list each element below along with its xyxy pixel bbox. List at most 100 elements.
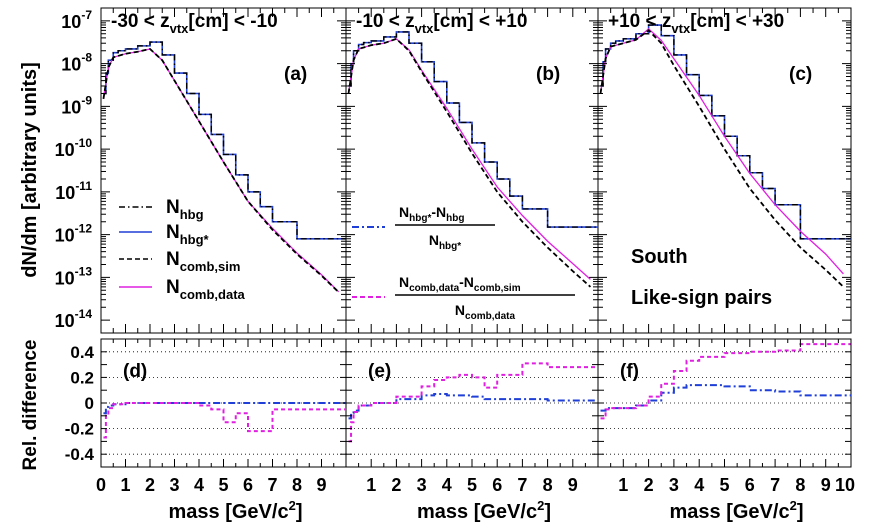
ratio-line <box>600 384 851 412</box>
x-axis-label-close: ] <box>296 501 303 523</box>
legend-sub: hbg* <box>409 213 431 224</box>
x-tick-label: 2 <box>145 475 155 495</box>
x-tick-label: 1 <box>618 475 628 495</box>
legend-sub: comb,sim <box>474 283 521 294</box>
legend-denominator: Ncomb,data <box>455 302 516 322</box>
y-tick-base: 10 <box>55 268 75 288</box>
x-tick-label: 6 <box>243 475 253 495</box>
x-tick-label: 0 <box>96 475 106 495</box>
ratio-line <box>103 402 346 439</box>
x-tick-label: 4 <box>694 475 704 495</box>
y-tick-exp: -12 <box>75 222 93 236</box>
y-tick-label: 10-8 <box>61 51 92 75</box>
y-tick-label: -0.2 <box>65 420 94 439</box>
series-line <box>347 37 592 288</box>
series-line <box>103 41 346 240</box>
y-tick-label: 10-13 <box>55 264 93 288</box>
panel-letter: (e) <box>368 361 391 382</box>
legend-sub: hbg <box>180 207 204 222</box>
x-tick-label: 8 <box>543 475 553 495</box>
panel-title-part: [cm] < +30 <box>690 11 784 32</box>
series-line <box>348 31 598 228</box>
x-tick-label: 3 <box>669 475 679 495</box>
y-tick-label: -0.4 <box>65 445 95 464</box>
panel-title: +10 < zvtx[cm] < +30 <box>608 11 784 36</box>
y-tick-exp: -8 <box>81 51 92 65</box>
y-tick-base: 10 <box>55 311 75 331</box>
x-axis-label-close: ] <box>797 501 804 523</box>
x-axis-label: mass [GeV/c2] <box>417 498 551 523</box>
x-tick-label: 3 <box>417 475 427 495</box>
x-tick-label: 8 <box>292 475 302 495</box>
y-tick-label: 10-11 <box>55 179 92 203</box>
legend-sub: comb,sim <box>180 259 241 274</box>
y-tick-base: 10 <box>61 12 81 32</box>
x-tick-label: 6 <box>492 475 502 495</box>
y-tick-label: 0.4 <box>70 343 94 362</box>
ratio-line <box>600 343 851 420</box>
series-line <box>102 48 340 293</box>
x-tick-label: 2 <box>391 475 401 495</box>
ratio-line <box>348 362 598 443</box>
x-tick-label: 9 <box>316 475 326 495</box>
y-tick-base: 10 <box>55 226 75 246</box>
x-tick-label: 1 <box>366 475 376 495</box>
ratio-line <box>348 393 598 420</box>
panel-title: -10 < zvtx[cm] < +10 <box>356 11 527 36</box>
x-axis-label-main: mass [GeV/c <box>169 501 289 523</box>
x-tick-label: 4 <box>194 475 204 495</box>
y-tick-label: 10-14 <box>55 307 93 331</box>
annotation-arm: South <box>631 246 688 268</box>
y-tick-base: 10 <box>61 97 81 117</box>
y-tick-label: 10-12 <box>55 222 93 246</box>
y-tick-exp: -9 <box>81 93 92 107</box>
x-axis-label: mass [GeV/c2] <box>670 498 804 523</box>
panel-title-sub: vtx <box>170 21 190 36</box>
x-tick-label: 10 <box>835 475 855 495</box>
y-tick-exp: -7 <box>81 8 92 22</box>
y-tick-label: 10-10 <box>55 136 93 160</box>
y-axis-title-top: dN/dm [arbitrary units] <box>19 62 41 278</box>
legend-sub: hbg* <box>439 241 461 252</box>
panel-title-part: +10 < z <box>608 11 671 32</box>
x-axis-label-close: ] <box>544 501 551 523</box>
panel-title: -30 < zvtx[cm] < -10 <box>111 11 278 36</box>
annotation-pairs: Like-sign pairs <box>631 287 772 309</box>
legend-main: N <box>399 274 409 290</box>
panel-title-part: [cm] < -10 <box>188 11 277 32</box>
series-line <box>103 41 346 240</box>
legend-main: -N <box>431 204 446 220</box>
x-tick-label: 9 <box>568 475 578 495</box>
panel-frame-a <box>100 7 347 334</box>
legend-sub: hbg* <box>180 232 210 247</box>
legend-entry: Nhbg* <box>166 222 210 247</box>
panel-letter: (a) <box>284 64 307 85</box>
x-axis-label-main: mass [GeV/c <box>670 501 790 523</box>
x-axis-label: mass [GeV/c2] <box>169 498 303 523</box>
y-tick-exp: -10 <box>75 136 93 150</box>
panel-letter: (b) <box>536 64 560 85</box>
panel-title-part: -10 < z <box>356 11 415 32</box>
x-tick-label: 2 <box>644 475 654 495</box>
x-tick-label: 5 <box>719 475 729 495</box>
y-tick-label: 10-9 <box>61 93 92 117</box>
legend-main: N <box>166 277 180 298</box>
series-line <box>102 48 340 293</box>
series-line <box>600 24 851 240</box>
panel-letter: (c) <box>789 64 812 85</box>
legend-entry: Ncomb,data <box>166 277 246 302</box>
panel-frame-f <box>597 338 852 468</box>
y-tick-exp: -14 <box>75 307 93 321</box>
x-tick-label: 7 <box>517 475 527 495</box>
panel-title-part: -30 < z <box>111 11 170 32</box>
x-axis-label-sup: 2 <box>289 498 296 513</box>
x-axis-label-sup: 2 <box>537 498 544 513</box>
panel-letter: (d) <box>123 361 147 382</box>
series-line <box>600 24 851 240</box>
x-tick-label: 4 <box>442 475 452 495</box>
legend-sub: comb,data <box>409 283 459 294</box>
legend-numerator: Nhbg*-Nhbg <box>399 204 464 224</box>
y-tick-exp: -11 <box>75 179 92 193</box>
x-tick-label: 5 <box>218 475 228 495</box>
x-tick-label: 8 <box>795 475 805 495</box>
